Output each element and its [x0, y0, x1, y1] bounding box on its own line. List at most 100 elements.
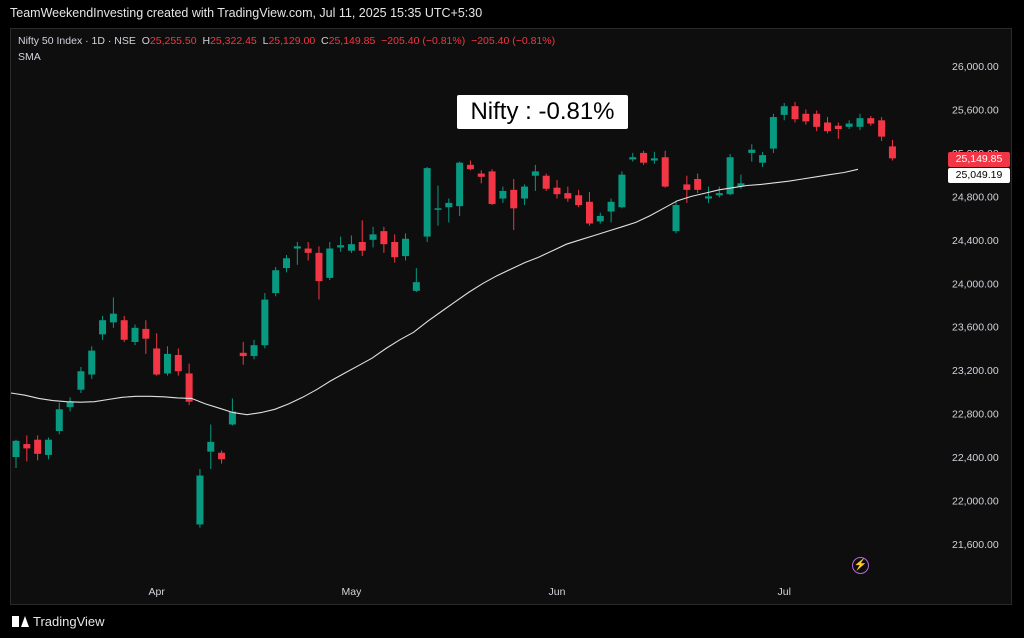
- candle-body: [477, 173, 485, 177]
- candle-body: [23, 444, 31, 449]
- sma-price-tag: 25,049.19: [948, 168, 1010, 183]
- candle-body: [163, 353, 171, 374]
- candle-body: [564, 193, 572, 199]
- candle-body: [44, 439, 52, 455]
- candle-body: [402, 238, 410, 257]
- candle-body: [618, 174, 626, 208]
- candle-body: [326, 248, 334, 278]
- candle-body: [531, 171, 539, 176]
- candle-body: [109, 313, 117, 323]
- candle-body: [824, 122, 831, 132]
- candle-body: [867, 118, 875, 124]
- x-tick-label: Apr: [148, 586, 165, 598]
- candle-body: [726, 157, 734, 195]
- candle-body: [272, 270, 280, 294]
- candle-body: [196, 475, 204, 525]
- candle-body: [607, 201, 615, 212]
- candle-body: [218, 452, 226, 460]
- candle-body: [131, 327, 139, 342]
- candle-body: [12, 440, 20, 458]
- candle-body: [77, 371, 85, 390]
- candle-body: [521, 186, 529, 199]
- sma-indicator-label[interactable]: SMA: [18, 51, 41, 63]
- annotation-label[interactable]: Nifty : -0.81%: [457, 95, 628, 129]
- candle-body: [585, 201, 593, 224]
- y-tick-label: 24,000.00: [952, 278, 999, 290]
- candle-body: [445, 202, 453, 208]
- y-tick-label: 24,800.00: [952, 191, 999, 203]
- candle-body: [261, 299, 269, 346]
- candle-body: [337, 245, 345, 248]
- low-value: 25,129.00: [268, 35, 316, 47]
- candle-body: [391, 241, 399, 258]
- candle-body: [856, 118, 864, 127]
- high-value: 25,322.45: [210, 35, 257, 47]
- candle-body: [759, 155, 767, 163]
- candle-body: [55, 409, 63, 432]
- candle-body: [791, 106, 799, 120]
- candle-body: [153, 348, 161, 375]
- symbol-label[interactable]: Nifty 50 Index · 1D · NSE: [18, 35, 136, 47]
- candle-body: [629, 157, 637, 160]
- candle-body: [769, 117, 777, 149]
- candle-body: [704, 196, 712, 199]
- candle-body: [185, 373, 193, 402]
- candle-body: [488, 171, 496, 204]
- candle-body: [683, 184, 691, 190]
- candle-body: [423, 168, 431, 237]
- candle-body: [466, 164, 474, 170]
- candle-body: [358, 241, 366, 251]
- candle-body: [888, 146, 896, 159]
- candle-body: [640, 152, 648, 163]
- candle-body: [434, 208, 442, 210]
- y-tick-label: 22,800.00: [952, 409, 999, 421]
- candle-body: [369, 234, 377, 240]
- candle-body: [142, 328, 150, 339]
- top-bar: TeamWeekendInvesting created with Tradin…: [0, 0, 1024, 28]
- candle-body: [380, 231, 388, 245]
- y-tick-label: 26,000.00: [952, 61, 999, 73]
- candle-body: [780, 106, 788, 115]
- candle-body: [661, 157, 669, 187]
- candle-body: [66, 401, 74, 408]
- candle-body: [347, 244, 355, 251]
- brand-name: TradingView: [33, 614, 105, 629]
- candle-body: [672, 205, 680, 232]
- low-label: L: [262, 35, 269, 47]
- open-value: 25,255.50: [149, 35, 197, 47]
- close-value: 25,149.85: [328, 35, 376, 47]
- candle-body: [694, 178, 702, 190]
- candle-body: [510, 189, 518, 209]
- candle-body: [283, 258, 290, 269]
- candle-body: [228, 411, 236, 425]
- candle-body: [412, 282, 420, 291]
- x-tick-label: Jun: [549, 586, 566, 598]
- close-label: C: [321, 35, 329, 47]
- open-label: O: [141, 35, 150, 47]
- candle-body: [802, 113, 810, 122]
- change-value: −205.40 (−0.81%): [381, 35, 466, 47]
- lightning-icon[interactable]: ⚡: [852, 557, 869, 574]
- y-tick-label: 23,600.00: [952, 322, 999, 334]
- tradingview-brand[interactable]: TradingView: [12, 614, 105, 629]
- candle-body: [88, 350, 96, 375]
- candle-body: [120, 320, 128, 340]
- candle-body: [250, 345, 258, 357]
- candle-body: [456, 162, 464, 207]
- sma-line: [10, 168, 859, 416]
- candle-body: [542, 175, 550, 189]
- candle-body: [293, 246, 301, 249]
- candle-body: [737, 183, 745, 187]
- candle-body: [553, 187, 561, 195]
- y-tick-label: 21,600.00: [952, 539, 999, 551]
- candle-body: [813, 113, 821, 127]
- candle-body: [315, 252, 323, 282]
- candle-body: [34, 439, 42, 454]
- candle-body: [748, 149, 756, 153]
- y-tick-label: 22,400.00: [952, 452, 999, 464]
- candle-body: [304, 248, 312, 253]
- last-price-tag: 25,149.85: [948, 152, 1010, 167]
- high-label: H: [202, 35, 211, 47]
- candle-body: [834, 125, 842, 130]
- candle-body: [575, 195, 583, 206]
